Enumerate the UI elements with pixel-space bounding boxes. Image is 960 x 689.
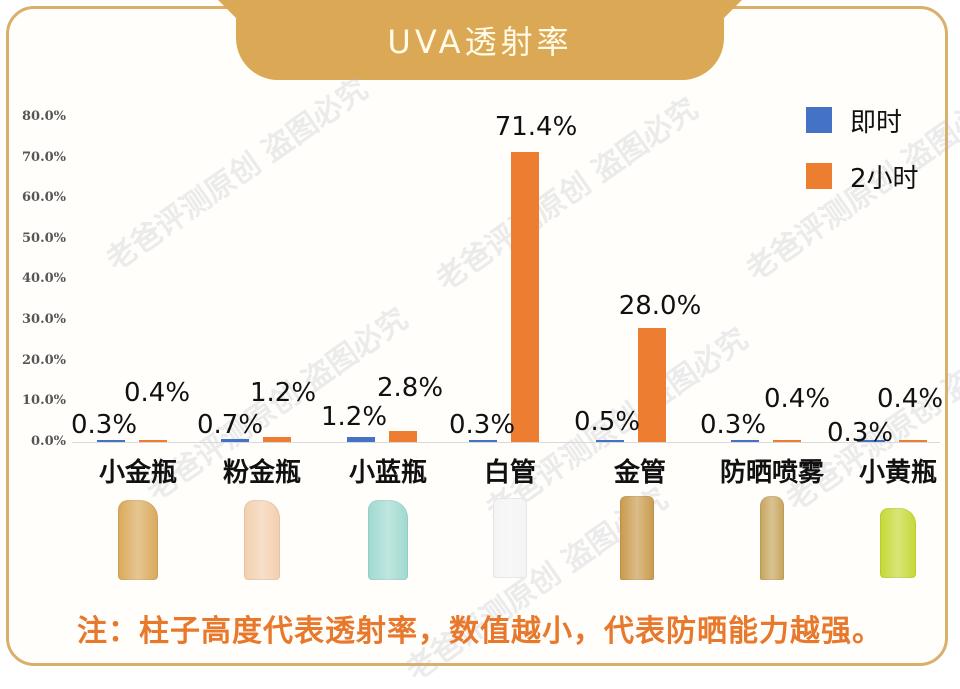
y-tick: 70.0% (21, 150, 66, 165)
product-image-6 (760, 496, 784, 580)
category-label: 白管 (483, 458, 537, 488)
y-tick: 50.0% (21, 231, 66, 246)
value-label-immediate: 1.2% (320, 402, 388, 432)
category-label: 防晒喷雾 (719, 458, 825, 488)
legend: 即时 2小时 (806, 92, 919, 204)
bar-immediate (221, 439, 249, 442)
value-label-2h: 0.4% (123, 378, 191, 408)
legend-swatch-orange-icon (806, 163, 832, 189)
legend-item-immediate: 即时 (806, 92, 919, 148)
value-label-immediate: 0.3% (70, 410, 138, 440)
category-label: 小黄瓶 (858, 458, 938, 488)
legend-label: 2小时 (850, 163, 919, 194)
bar-immediate (596, 439, 624, 442)
product-image-1 (118, 500, 158, 580)
title-banner: UVA透射率 (236, 0, 724, 80)
bar-2h (511, 151, 539, 442)
category-label: 小蓝瓶 (348, 458, 428, 488)
bar-immediate (347, 437, 375, 442)
value-label-immediate: 0.3% (826, 418, 894, 448)
y-tick: 40.0% (21, 271, 66, 286)
value-label-2h: 28.0% (618, 291, 702, 321)
product-image-5 (620, 496, 654, 580)
footnote: 注：柱子高度代表透射率，数值越小，代表防晒能力越强。 (77, 614, 883, 649)
chart-title: UVA透射率 (387, 23, 573, 61)
product-image-3 (368, 500, 408, 580)
legend-swatch-blue-icon (806, 107, 832, 133)
category-label: 粉金瓶 (222, 458, 302, 488)
bar-2h (899, 440, 927, 442)
y-tick: 30.0% (21, 312, 66, 327)
value-label-immediate: 0.3% (448, 410, 516, 440)
value-label-immediate: 0.3% (699, 410, 767, 440)
bar-immediate (857, 440, 885, 442)
value-label-2h: 0.4% (763, 384, 831, 414)
legend-item-2h: 2小时 (806, 148, 919, 204)
bar-immediate (97, 440, 125, 442)
y-tick: 60.0% (21, 190, 66, 205)
product-image-4 (493, 498, 527, 578)
product-image-2 (244, 500, 280, 580)
y-tick: 20.0% (21, 353, 66, 368)
bar-2h (638, 328, 666, 442)
x-axis-line (72, 442, 940, 443)
bar-2h (773, 440, 801, 442)
value-label-2h: 71.4% (494, 112, 578, 142)
bar-2h (139, 440, 167, 442)
bar-2h (263, 437, 291, 442)
value-label-immediate: 0.5% (573, 407, 641, 437)
value-label-immediate: 0.7% (196, 410, 264, 440)
bar-immediate (731, 440, 759, 442)
category-label: 金管 (613, 458, 667, 488)
value-label-2h: 2.8% (376, 373, 444, 403)
value-label-2h: 0.4% (876, 384, 944, 414)
category-label: 小金瓶 (98, 458, 178, 488)
legend-label: 即时 (850, 107, 903, 138)
bar-2h (389, 430, 417, 442)
product-image-7 (880, 508, 916, 578)
y-tick: 80.0% (21, 109, 66, 124)
chart-frame (6, 6, 948, 666)
y-tick: 10.0% (21, 393, 66, 408)
value-label-2h: 1.2% (249, 378, 317, 408)
bar-immediate (469, 440, 497, 442)
y-tick: 0.0% (31, 434, 66, 449)
